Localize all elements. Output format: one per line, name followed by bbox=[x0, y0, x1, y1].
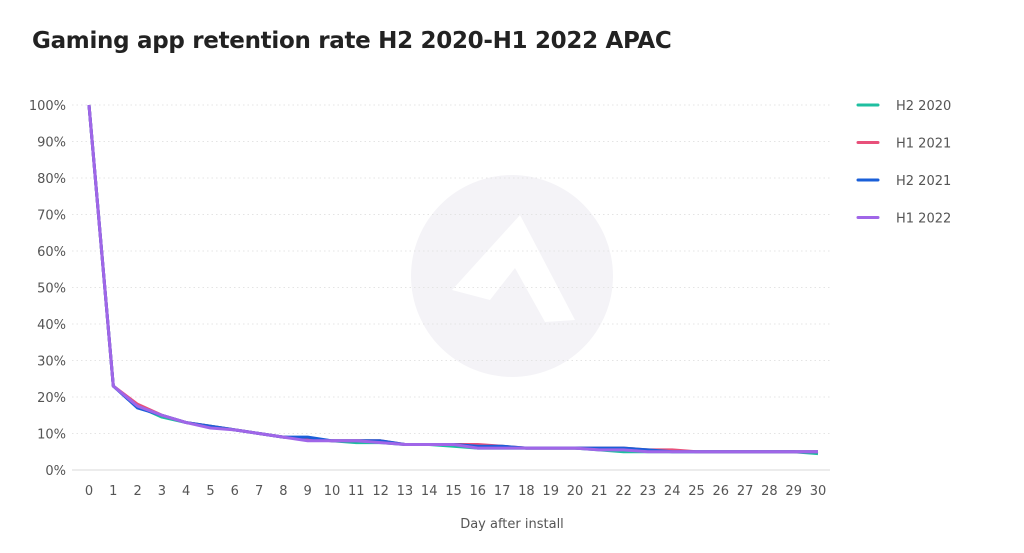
x-tick-label: 10 bbox=[324, 484, 341, 499]
x-tick-label: 30 bbox=[810, 484, 827, 499]
x-tick-label: 1 bbox=[109, 484, 117, 499]
x-tick-label: 11 bbox=[348, 484, 365, 499]
x-tick-label: 17 bbox=[494, 484, 511, 499]
y-tick-label: 50% bbox=[37, 282, 66, 297]
x-tick-label: 27 bbox=[737, 484, 754, 499]
y-tick-label: 90% bbox=[37, 136, 66, 151]
x-tick-label: 14 bbox=[421, 484, 438, 499]
x-tick-label: 21 bbox=[591, 484, 608, 499]
chart-title: Gaming app retention rate H2 2020-H1 202… bbox=[32, 28, 672, 54]
x-tick-label: 15 bbox=[445, 484, 462, 499]
x-tick-label: 26 bbox=[713, 484, 730, 499]
y-tick-label: 10% bbox=[37, 428, 66, 443]
legend-label: H1 2021 bbox=[896, 137, 951, 152]
x-tick-label: 23 bbox=[640, 484, 657, 499]
y-tick-label: 30% bbox=[37, 355, 66, 370]
legend-label: H1 2022 bbox=[896, 212, 951, 227]
watermark-logo bbox=[411, 175, 613, 377]
x-tick-label: 4 bbox=[182, 484, 190, 499]
x-tick-label: 8 bbox=[279, 484, 287, 499]
x-tick-label: 25 bbox=[688, 484, 705, 499]
x-tick-label: 0 bbox=[85, 484, 93, 499]
y-tick-label: 100% bbox=[29, 99, 66, 114]
x-tick-label: 28 bbox=[761, 484, 778, 499]
x-tick-label: 29 bbox=[785, 484, 802, 499]
x-tick-label: 24 bbox=[664, 484, 681, 499]
x-tick-label: 20 bbox=[567, 484, 584, 499]
x-tick-label: 9 bbox=[304, 484, 312, 499]
x-tick-label: 19 bbox=[542, 484, 559, 499]
x-tick-label: 13 bbox=[397, 484, 414, 499]
x-tick-label: 16 bbox=[470, 484, 487, 499]
y-tick-label: 0% bbox=[45, 464, 66, 479]
y-tick-label: 20% bbox=[37, 391, 66, 406]
y-tick-label: 40% bbox=[37, 318, 66, 333]
y-tick-label: 60% bbox=[37, 245, 66, 260]
x-tick-label: 2 bbox=[133, 484, 141, 499]
x-tick-label: 22 bbox=[615, 484, 632, 499]
x-tick-label: 5 bbox=[206, 484, 214, 499]
x-axis-label: Day after install bbox=[460, 517, 564, 532]
y-tick-label: 70% bbox=[37, 209, 66, 224]
x-tick-label: 3 bbox=[158, 484, 166, 499]
x-tick-label: 7 bbox=[255, 484, 263, 499]
y-tick-label: 80% bbox=[37, 172, 66, 187]
x-tick-label: 12 bbox=[372, 484, 389, 499]
legend-label: H2 2021 bbox=[896, 174, 951, 189]
series-line-h1-2022 bbox=[87, 104, 818, 454]
x-tick-label: 18 bbox=[518, 484, 535, 499]
x-tick-label: 6 bbox=[231, 484, 239, 499]
legend-label: H2 2020 bbox=[896, 99, 951, 114]
